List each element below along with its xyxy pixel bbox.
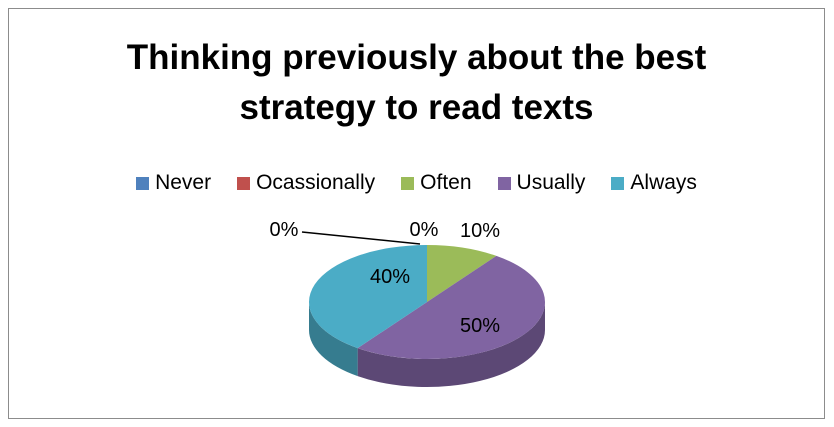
legend-swatch-usually	[497, 176, 511, 190]
pie-slice-always	[308, 245, 427, 349]
data-label-often: 10%	[460, 220, 500, 242]
legend-label-never: Never	[155, 171, 212, 194]
legend-label-ocassionally: Ocassionally	[256, 171, 376, 194]
legend-label-always: Always	[630, 171, 697, 194]
legend-swatch-ocassionally	[237, 176, 251, 190]
pie-slice-usually	[357, 255, 546, 360]
pie-data-labels: 0% 0% 10% 50% 40%	[270, 219, 501, 337]
leader-line-never	[301, 231, 421, 245]
data-label-always: 40%	[370, 266, 410, 288]
legend-swatch-often	[401, 176, 415, 190]
legend-item-ocassionally: Ocassionally	[237, 171, 375, 195]
pie-side-always	[309, 302, 358, 377]
chart-title-line-1: Thinking previously about the best	[126, 38, 707, 77]
chart-title-line-2: strategy to read texts	[239, 88, 594, 127]
pie-side-usually	[357, 302, 545, 388]
legend-item-always: Always	[611, 171, 697, 195]
legend-item-usually: Usually	[497, 171, 586, 195]
data-label-ocassionally: 0%	[410, 219, 439, 241]
pie-sides	[309, 302, 545, 388]
data-label-usually: 50%	[460, 315, 500, 337]
pie-slice-often	[427, 245, 497, 302]
legend-swatch-never	[136, 176, 150, 190]
legend-swatch-always	[611, 176, 625, 190]
chart-title: Thinking previously about the best strat…	[9, 33, 824, 133]
data-label-never: 0%	[270, 219, 299, 241]
legend-item-often: Often	[401, 171, 472, 195]
legend-label-usually: Usually	[516, 171, 586, 194]
legend-label-often: Often	[420, 171, 472, 194]
pie-top	[308, 245, 546, 360]
legend-item-never: Never	[136, 171, 211, 195]
chart-legend: Never Ocassionally Often Usually Always	[9, 171, 824, 195]
